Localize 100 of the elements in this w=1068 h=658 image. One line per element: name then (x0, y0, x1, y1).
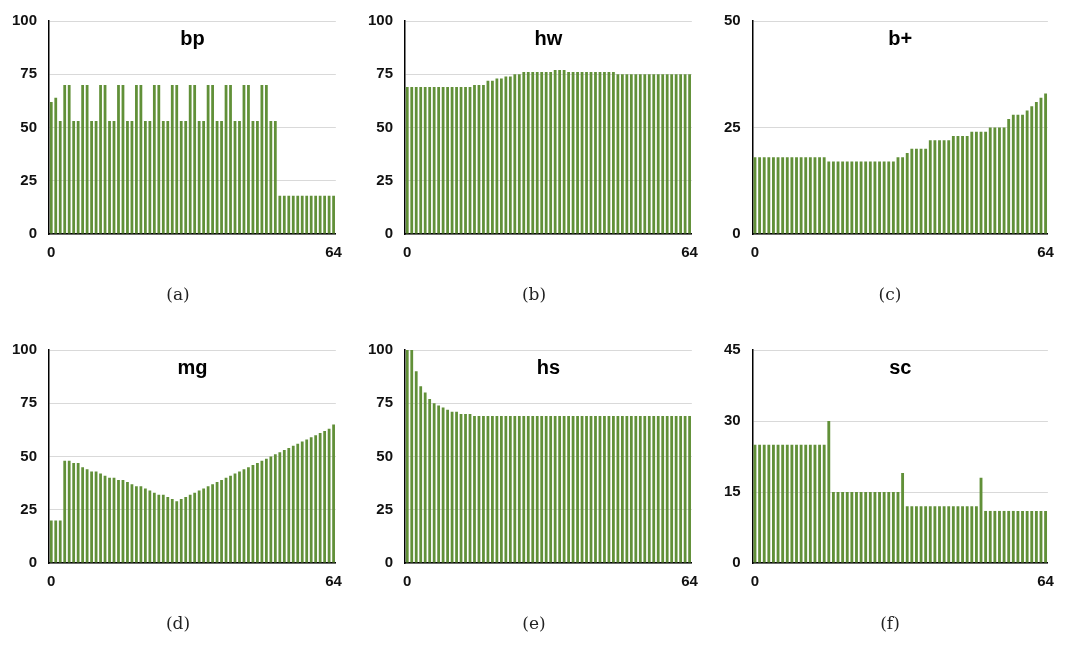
bar (300, 195, 304, 234)
bar (517, 416, 521, 563)
bar (256, 121, 259, 234)
y-tick-label: 75 (376, 393, 394, 411)
bar (441, 87, 445, 234)
bar (993, 510, 997, 563)
bar (264, 458, 268, 563)
bar (540, 416, 544, 563)
bar (291, 195, 295, 234)
bar (318, 195, 322, 234)
bar (305, 439, 309, 563)
bar (638, 74, 642, 234)
bar (620, 74, 624, 234)
bar (247, 84, 250, 234)
bar (855, 492, 858, 563)
bar (674, 416, 678, 563)
bar (282, 195, 286, 234)
bar (522, 72, 526, 234)
bar (513, 74, 517, 234)
bar (951, 506, 955, 563)
bar (567, 416, 570, 563)
bar (441, 407, 445, 563)
bar (974, 131, 978, 234)
bar (504, 416, 508, 563)
bar (961, 506, 964, 563)
bar (634, 416, 638, 563)
y-tick-label: 0 (384, 224, 394, 242)
bar (63, 460, 67, 563)
bar (67, 84, 71, 234)
bar (970, 131, 974, 234)
bar (827, 161, 831, 234)
bar (845, 161, 849, 234)
bar (499, 78, 503, 234)
bar (256, 462, 259, 563)
bar (170, 84, 174, 234)
bar (612, 416, 615, 563)
bar (85, 469, 89, 563)
bar (781, 444, 785, 563)
bar (993, 127, 997, 234)
bar (924, 148, 928, 234)
bar (81, 467, 85, 563)
bar (947, 140, 951, 234)
bar (965, 506, 969, 563)
bar (108, 121, 111, 234)
bar (508, 416, 512, 563)
bar (553, 69, 557, 234)
chart-title: sc (889, 355, 912, 378)
bar (984, 510, 988, 563)
bar (491, 416, 494, 563)
bar (603, 416, 606, 563)
bar (562, 416, 566, 563)
bar (287, 447, 291, 563)
y-tick-label: 15 (724, 482, 741, 500)
bar (1044, 510, 1048, 563)
bar (175, 501, 179, 563)
bar (63, 84, 67, 234)
bar (850, 161, 854, 234)
bar (864, 492, 868, 563)
bar (188, 494, 192, 563)
bar (562, 69, 566, 234)
bar (49, 520, 53, 563)
bar (887, 492, 891, 563)
bar (513, 416, 517, 563)
bar (970, 506, 974, 563)
text: (d) (164, 613, 192, 633)
bar (99, 473, 102, 563)
bar (309, 195, 313, 234)
bar (211, 484, 214, 563)
bar (670, 74, 674, 234)
bar (576, 416, 579, 563)
bar (799, 157, 803, 234)
bar (629, 74, 633, 234)
bar (99, 84, 102, 234)
bar (517, 74, 521, 234)
bar (873, 161, 877, 234)
bar (305, 195, 309, 234)
bar (193, 492, 197, 563)
y-tick-label: 25 (376, 499, 394, 517)
bar (652, 74, 656, 234)
bar (531, 416, 535, 563)
bar (1034, 510, 1038, 563)
bar (170, 499, 174, 563)
bar (296, 443, 300, 563)
bar (1016, 510, 1020, 563)
bar (540, 72, 544, 234)
bar (901, 473, 905, 563)
bar (799, 444, 803, 563)
bar (464, 413, 467, 563)
bar (988, 127, 992, 234)
bar (576, 72, 579, 234)
x-tick-label: 0 (403, 572, 412, 590)
y-tick-label: 50 (376, 446, 394, 464)
y-tick-label: 45 (724, 340, 741, 358)
bar (674, 74, 678, 234)
bar (772, 444, 775, 563)
bar (535, 72, 539, 234)
bar (202, 488, 206, 563)
bar (683, 416, 687, 563)
x-tick-label: 64 (325, 572, 343, 590)
y-tick-label: 0 (732, 553, 741, 571)
